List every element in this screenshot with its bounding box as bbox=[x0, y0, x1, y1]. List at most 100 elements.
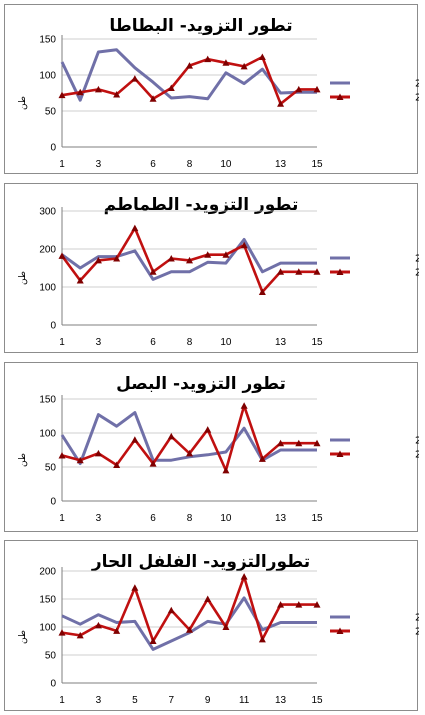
y-tick-label: 100 bbox=[39, 623, 56, 634]
y-axis-label: طن bbox=[18, 96, 28, 110]
y-tick-label: 100 bbox=[39, 429, 56, 440]
y-tick-label: 0 bbox=[50, 321, 56, 332]
data-point-marker bbox=[204, 251, 212, 258]
chart-title: تطور التزويد- البطاطا bbox=[109, 16, 292, 36]
x-tick-label: 15 bbox=[311, 513, 323, 524]
data-point-marker bbox=[313, 268, 321, 275]
x-tick-label: 3 bbox=[96, 513, 102, 524]
data-point-marker bbox=[131, 584, 139, 591]
data-point-marker bbox=[113, 461, 121, 468]
x-tick-label: 1 bbox=[59, 159, 65, 170]
y-axis-label: طن bbox=[18, 630, 28, 644]
x-tick-label: 9 bbox=[205, 695, 211, 706]
x-tick-label: 1 bbox=[59, 513, 65, 524]
data-point-marker bbox=[113, 255, 121, 262]
data-point-marker bbox=[167, 432, 175, 440]
legend-marker bbox=[336, 93, 344, 100]
data-point-marker bbox=[313, 601, 321, 608]
legend-marker bbox=[336, 268, 344, 275]
data-point-marker bbox=[76, 631, 84, 639]
y-tick-label: 200 bbox=[39, 245, 56, 256]
series-line-2016 bbox=[60, 411, 317, 466]
legend-label: الكمية 2016 bbox=[415, 613, 419, 624]
data-point-marker bbox=[113, 627, 121, 634]
data-point-marker bbox=[277, 268, 285, 275]
data-point-marker bbox=[277, 601, 285, 608]
data-point-marker bbox=[113, 90, 121, 98]
data-point-marker bbox=[58, 451, 66, 459]
data-point-marker bbox=[131, 436, 139, 443]
x-tick-label: 15 bbox=[311, 695, 323, 706]
y-tick-label: 100 bbox=[39, 71, 56, 82]
x-tick-label: 1 bbox=[59, 695, 65, 706]
x-tick-label: 8 bbox=[187, 159, 193, 170]
y-tick-label: 300 bbox=[39, 207, 56, 218]
x-tick-label: 3 bbox=[96, 337, 102, 348]
chart-title: تطورالتزويد- الفلفل الحار bbox=[91, 552, 310, 572]
data-point-marker bbox=[222, 623, 230, 630]
y-tick-label: 0 bbox=[50, 679, 56, 690]
data-point-marker bbox=[131, 75, 139, 82]
x-tick-label: 13 bbox=[275, 513, 287, 524]
data-point-marker bbox=[94, 85, 102, 93]
legend-marker bbox=[336, 450, 344, 457]
x-tick-label: 5 bbox=[132, 695, 138, 706]
data-point-marker bbox=[222, 466, 230, 474]
x-tick-label: 13 bbox=[275, 695, 287, 706]
x-tick-label: 6 bbox=[150, 513, 156, 524]
data-point-marker bbox=[94, 256, 102, 264]
legend-label: الكمية 2017 bbox=[415, 627, 419, 638]
data-point-marker bbox=[240, 573, 248, 580]
y-tick-label: 150 bbox=[39, 395, 56, 406]
data-point-marker bbox=[167, 84, 175, 91]
chart-panel: تطور التزويد- الطماطم 0 100 200 300 1 3 6 8 10 13 1… bbox=[4, 183, 419, 353]
legend-marker bbox=[336, 627, 344, 634]
data-point-marker bbox=[94, 621, 102, 629]
data-point-marker bbox=[149, 637, 157, 644]
data-point-marker bbox=[149, 95, 157, 102]
x-tick-label: 13 bbox=[275, 337, 287, 348]
chart-panel: تطور التزويد- البصل 0 50 100 150 1 3 6 8 10 13 15 طن… bbox=[4, 362, 419, 532]
data-point-marker bbox=[76, 456, 84, 464]
legend-label: الكمية 2016 bbox=[415, 79, 419, 90]
data-point-marker bbox=[313, 85, 321, 93]
data-point-marker bbox=[58, 252, 66, 259]
chart-panel: تطورالتزويد- الفلفل الحار 0 50 100 150 200 1 3 5… bbox=[4, 540, 419, 711]
y-tick-label: 100 bbox=[39, 283, 56, 294]
series-line-2016 bbox=[61, 238, 317, 281]
data-point-marker bbox=[204, 595, 212, 602]
y-tick-label: 50 bbox=[45, 651, 57, 662]
y-tick-label: 0 bbox=[50, 143, 56, 154]
data-point-marker bbox=[149, 268, 157, 275]
y-tick-label: 0 bbox=[50, 497, 56, 508]
data-point-marker bbox=[76, 277, 84, 284]
data-point-marker bbox=[222, 251, 230, 258]
chart-panel: تطور التزويد- البطاطا 0 50 100 150 1 3 6 8 10 13 15… bbox=[4, 4, 419, 174]
data-point-marker bbox=[94, 449, 102, 457]
data-point-marker bbox=[295, 601, 303, 608]
data-point-marker bbox=[222, 59, 230, 66]
y-tick-label: 200 bbox=[39, 567, 56, 578]
data-point-marker bbox=[240, 402, 248, 409]
data-point-marker bbox=[277, 100, 285, 107]
x-tick-label: 15 bbox=[311, 337, 323, 348]
y-axis-label: طن bbox=[18, 271, 28, 285]
legend-label: الكمية 2016 bbox=[415, 436, 419, 447]
data-point-marker bbox=[186, 449, 193, 457]
y-tick-label: 150 bbox=[39, 35, 56, 46]
data-point-marker bbox=[58, 91, 66, 99]
data-point-marker bbox=[295, 268, 303, 275]
x-tick-label: 15 bbox=[311, 159, 323, 170]
data-point-marker bbox=[258, 635, 266, 643]
data-point-marker bbox=[240, 62, 248, 70]
x-tick-label: 3 bbox=[96, 695, 102, 706]
data-point-marker bbox=[277, 439, 285, 447]
x-tick-label: 6 bbox=[150, 159, 156, 170]
x-tick-label: 3 bbox=[96, 159, 102, 170]
data-point-marker bbox=[186, 256, 193, 264]
chart-title: تطور التزويد- البصل bbox=[116, 374, 286, 394]
